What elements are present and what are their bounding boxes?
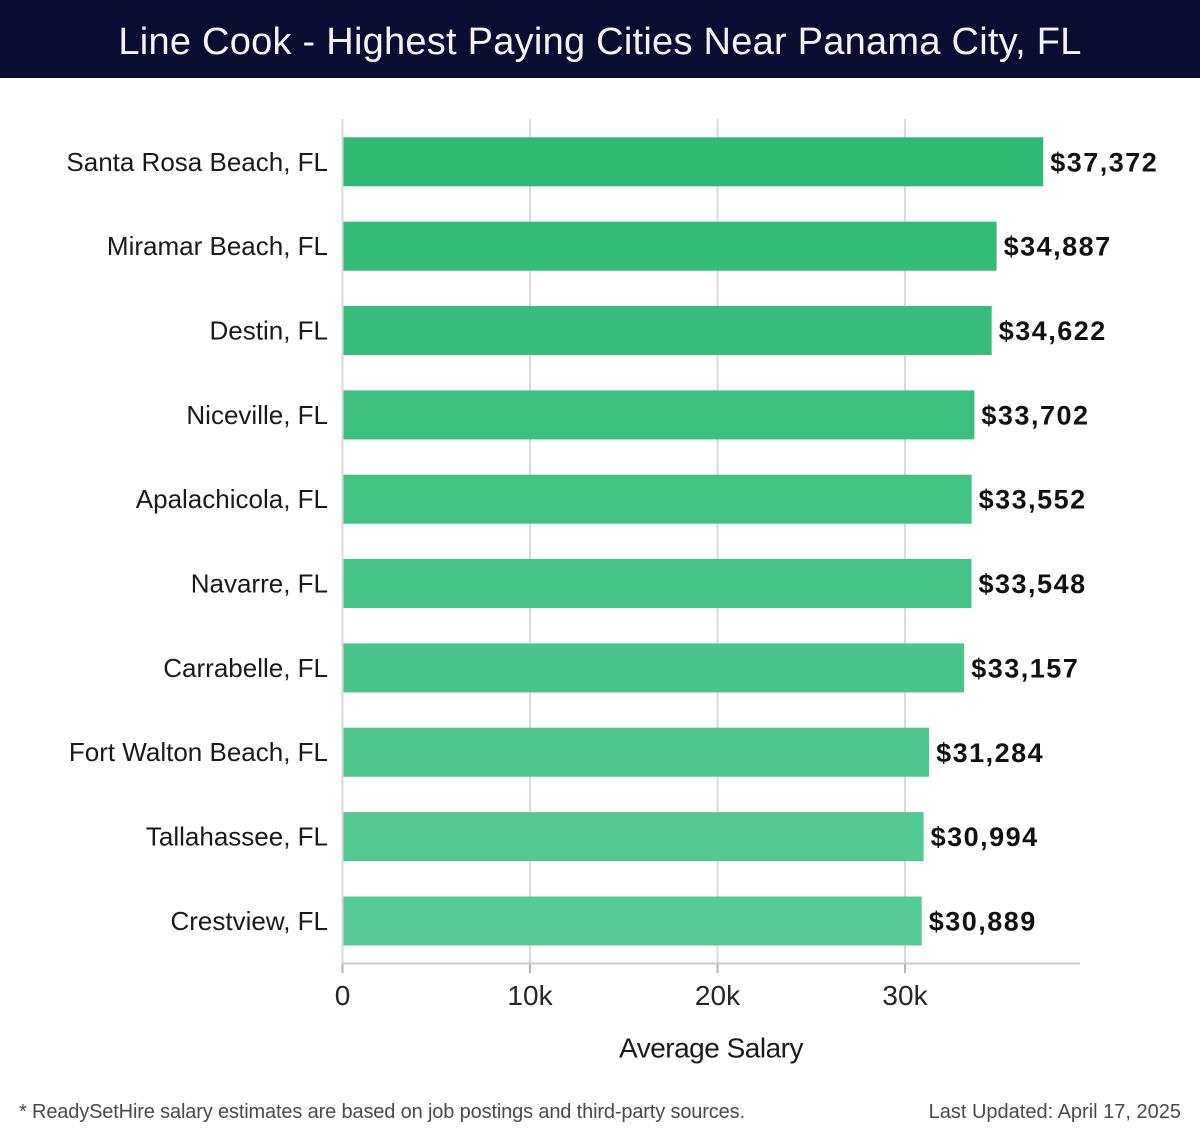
svg-text:10k: 10k (507, 980, 553, 1011)
svg-text:$33,157: $33,157 (971, 653, 1079, 683)
svg-text:0: 0 (335, 980, 351, 1011)
svg-text:Line Cook - Highest Paying Cit: Line Cook - Highest Paying Cities Near P… (118, 21, 1081, 63)
svg-text:Fort Walton Beach, FL: Fort Walton Beach, FL (69, 737, 328, 767)
svg-text:$34,887: $34,887 (1004, 232, 1112, 262)
svg-text:$33,702: $33,702 (981, 400, 1089, 430)
svg-text:Tallahassee, FL: Tallahassee, FL (146, 822, 328, 852)
svg-text:$34,622: $34,622 (999, 316, 1107, 346)
svg-text:20k: 20k (695, 980, 741, 1011)
svg-text:Navarre, FL: Navarre, FL (191, 569, 328, 599)
svg-text:Niceville, FL: Niceville, FL (186, 400, 328, 430)
svg-text:$37,372: $37,372 (1050, 147, 1158, 177)
svg-text:$30,889: $30,889 (929, 907, 1037, 937)
svg-text:30k: 30k (882, 980, 928, 1011)
svg-text:$33,552: $33,552 (979, 485, 1087, 515)
svg-text:Average Salary: Average Salary (619, 1033, 803, 1064)
svg-text:Destin, FL: Destin, FL (210, 316, 329, 346)
svg-text:Santa Rosa Beach, FL: Santa Rosa Beach, FL (66, 147, 328, 177)
svg-text:Last Updated: April 17, 2025: Last Updated: April 17, 2025 (929, 1101, 1181, 1123)
svg-text:$31,284: $31,284 (936, 738, 1044, 768)
svg-text:* ReadySetHire salary estimate: * ReadySetHire salary estimates are base… (19, 1101, 745, 1123)
svg-text:Miramar Beach, FL: Miramar Beach, FL (107, 231, 328, 261)
svg-text:Apalachicola, FL: Apalachicola, FL (136, 484, 328, 514)
svg-text:$33,548: $33,548 (979, 569, 1087, 599)
svg-text:Carrabelle, FL: Carrabelle, FL (163, 653, 328, 683)
svg-text:$30,994: $30,994 (931, 822, 1039, 852)
svg-text:Crestview, FL: Crestview, FL (171, 906, 329, 936)
